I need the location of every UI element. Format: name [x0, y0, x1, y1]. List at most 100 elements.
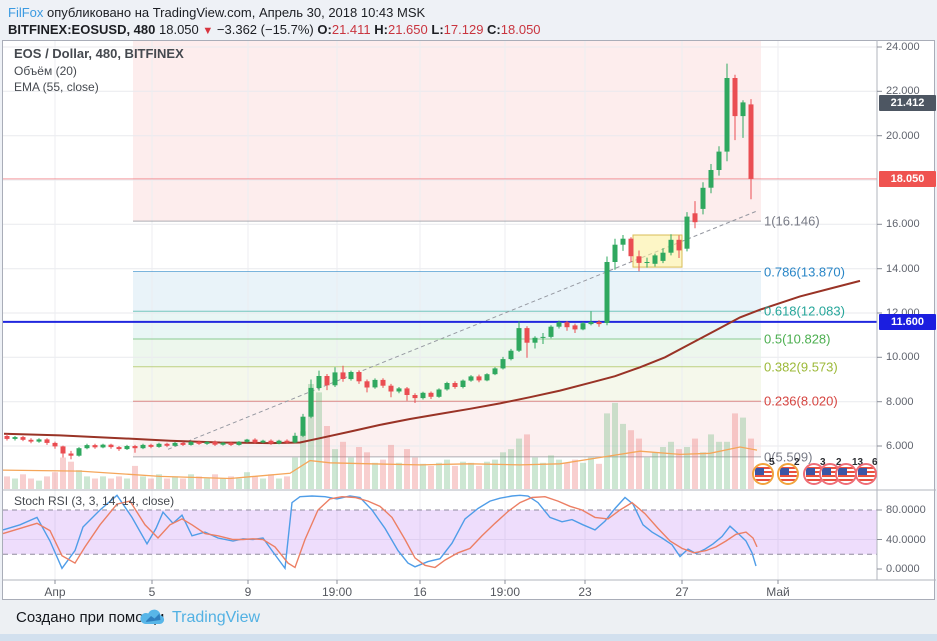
candle-body — [372, 379, 378, 388]
candle-body — [76, 448, 82, 456]
volume-bar — [316, 392, 322, 489]
candle-body — [604, 262, 610, 323]
candle-body — [708, 170, 714, 188]
volume-bar — [380, 459, 386, 489]
volume-bar — [340, 441, 346, 490]
candle-body — [172, 442, 178, 446]
volume-bar — [276, 478, 282, 489]
volume-bar — [692, 438, 698, 489]
candle-body — [748, 104, 754, 179]
candle-body — [620, 238, 626, 245]
candle-body — [196, 441, 202, 444]
candle-body — [436, 389, 442, 397]
volume-bar — [524, 434, 530, 489]
candle-body — [36, 439, 42, 442]
candle-body — [628, 238, 634, 257]
publisher-link[interactable]: FilFox — [8, 5, 44, 20]
candle-body — [540, 336, 546, 338]
volume-bar — [180, 478, 186, 489]
candle-body — [68, 453, 74, 456]
volume-bar — [452, 465, 458, 489]
fib-trend-line[interactable] — [167, 210, 758, 450]
volume-bar — [76, 470, 82, 489]
candle-body — [140, 444, 146, 449]
high-value: 21.650 — [387, 22, 428, 37]
price-chart-canvas[interactable] — [0, 0, 937, 601]
volume-bar — [44, 476, 50, 489]
volume-bar — [284, 476, 290, 489]
volume-bar — [468, 462, 474, 490]
candle-body — [156, 443, 162, 447]
candle-body — [164, 443, 170, 446]
volume-bar — [516, 438, 522, 489]
candle-body — [308, 387, 314, 417]
volume-bar — [308, 384, 314, 489]
symbol-label: BITFINEX:EOSUSD, 480 — [8, 22, 156, 37]
candle-body — [348, 372, 354, 380]
candle-body — [428, 392, 434, 397]
footer-credit-text: Создано при помощи — [16, 609, 165, 626]
volume-bar — [628, 430, 634, 489]
volume-bar — [636, 438, 642, 489]
candle-body — [268, 440, 274, 444]
volume-bar — [220, 478, 226, 489]
volume-bar — [484, 461, 490, 489]
candle-body — [148, 444, 154, 447]
candle-body — [588, 321, 594, 325]
volume-bar — [124, 478, 130, 489]
volume-bar — [108, 478, 114, 489]
candle-body — [572, 325, 578, 330]
volume-bar — [724, 441, 730, 490]
candle-body — [564, 322, 570, 328]
candle-body — [524, 328, 530, 343]
candle-body — [404, 388, 410, 395]
volume-bar — [60, 457, 66, 489]
candle-body — [548, 326, 554, 337]
chart-widget[interactable] — [2, 40, 935, 600]
volume-bar — [332, 449, 338, 489]
last-price: 18.050 — [159, 22, 199, 37]
volume-bar — [412, 457, 418, 489]
volume-bar — [164, 478, 170, 489]
volume-bar — [428, 465, 434, 489]
tradingview-link[interactable]: TradingView — [172, 609, 261, 626]
volume-bar — [548, 455, 554, 489]
candle-body — [388, 385, 394, 392]
volume-bar — [148, 478, 154, 489]
candle-body — [52, 442, 58, 447]
volume-bar — [580, 462, 586, 490]
volume-bar — [396, 462, 402, 490]
volume-bar — [228, 476, 234, 489]
candle-body — [444, 383, 450, 390]
volume-bar — [620, 423, 626, 489]
candle-body — [468, 376, 474, 381]
volume-bar — [36, 480, 42, 489]
volume-bar — [492, 459, 498, 489]
volume-bar — [52, 472, 58, 489]
stoch-k-line — [2, 494, 757, 571]
candle-body — [4, 436, 10, 439]
volume-bar — [604, 413, 610, 489]
candle-body — [684, 216, 690, 249]
volume-bar — [260, 478, 266, 489]
volume-bar — [140, 476, 146, 489]
low-value: 17.129 — [443, 22, 484, 37]
volume-bar — [404, 449, 410, 489]
candle-body — [700, 187, 706, 209]
candle-body — [316, 376, 322, 388]
candle-body — [500, 359, 506, 369]
candle-body — [356, 372, 362, 382]
volume-bar — [676, 449, 682, 489]
candle-body — [332, 372, 338, 386]
volume-bar — [68, 461, 74, 489]
high-label: H: — [374, 22, 388, 37]
volume-bar — [116, 476, 122, 489]
volume-bar — [156, 474, 162, 489]
volume-bar — [564, 462, 570, 490]
volume-bar — [508, 449, 514, 489]
volume-bar — [700, 452, 706, 490]
volume-bar — [252, 476, 258, 489]
volume-bar — [20, 474, 26, 489]
volume-bar — [196, 476, 202, 489]
